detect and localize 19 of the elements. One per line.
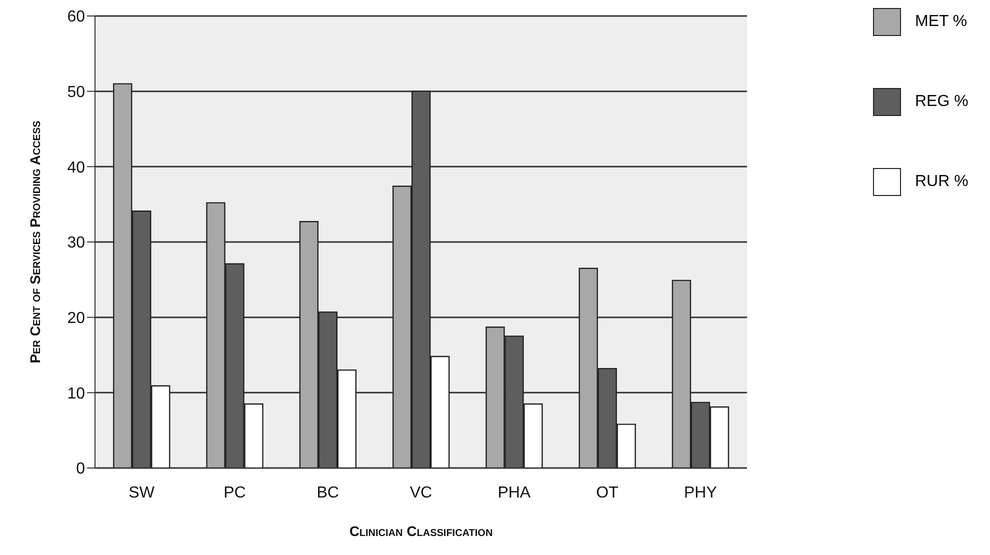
x-tick-label: OT bbox=[596, 484, 619, 502]
x-tick-label: VC bbox=[410, 484, 432, 502]
y-tick-label: 10 bbox=[67, 385, 86, 402]
y-tick-label: 40 bbox=[67, 159, 86, 176]
x-tick-label: SW bbox=[128, 484, 156, 502]
y-tick-label: 30 bbox=[67, 234, 86, 252]
y-tick-label: 50 bbox=[67, 84, 86, 102]
x-tick-label: BC bbox=[316, 484, 339, 502]
y-tick-label: 60 bbox=[67, 8, 86, 26]
x-axis-title: Clinician Classification bbox=[349, 523, 493, 539]
legend-label: REG % bbox=[915, 93, 968, 111]
x-tick-label: PHY bbox=[684, 484, 718, 502]
y-tick-label: 20 bbox=[67, 310, 86, 328]
x-tick-label: PHA bbox=[498, 484, 531, 502]
y-axis-title: Per Cent of Services Providing Access bbox=[26, 120, 43, 364]
legend-label: MET % bbox=[915, 13, 968, 31]
legend-label: RUR % bbox=[915, 173, 968, 191]
y-tick-label: 0 bbox=[76, 460, 86, 478]
x-tick-label: PC bbox=[224, 484, 246, 502]
